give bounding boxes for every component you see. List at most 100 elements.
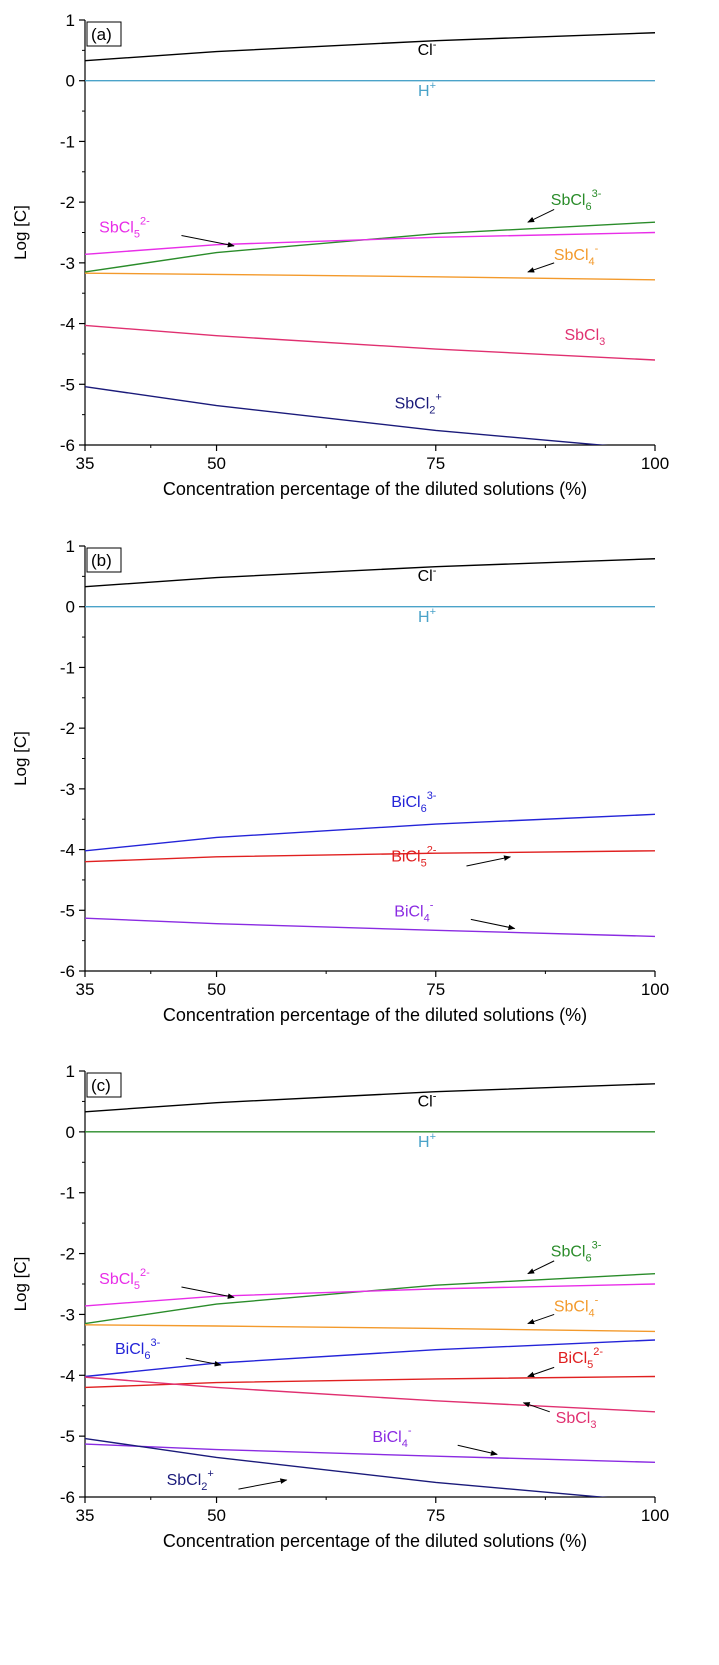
label-subscript: 5	[421, 858, 427, 870]
label-arrow	[527, 1366, 555, 1378]
series-label: SbCl4-	[554, 243, 599, 268]
label-superscript: -	[430, 899, 434, 911]
x-tick-label: 100	[641, 1506, 669, 1525]
panel-label: (c)	[91, 1076, 111, 1095]
x-tick-label: 100	[641, 454, 669, 473]
series-line	[85, 32, 655, 62]
x-tick-label: 75	[426, 1506, 445, 1525]
series-line	[85, 272, 655, 281]
label-arrow	[527, 1313, 555, 1325]
label-superscript: 3-	[592, 188, 602, 200]
panel-label-box	[86, 1072, 122, 1098]
label-superscript: -	[433, 1090, 437, 1102]
x-tick-label: 35	[76, 454, 95, 473]
label-subscript: 2	[429, 405, 435, 417]
label-superscript: +	[430, 80, 436, 92]
label-superscript: +	[435, 392, 441, 404]
y-tick-label: 0	[66, 1123, 75, 1142]
x-tick-label: 75	[426, 454, 445, 473]
label-subscript: 2	[201, 1481, 207, 1493]
label-superscript: 3-	[150, 1337, 160, 1349]
series-label: SbCl3	[564, 327, 605, 348]
y-tick-label: -3	[60, 780, 75, 799]
series-line	[85, 558, 655, 588]
label-superscript: 3-	[427, 790, 437, 802]
label-arrow	[527, 1260, 555, 1275]
label-subscript: 3	[590, 1419, 596, 1431]
label-subscript: 4	[402, 1438, 408, 1450]
y-tick-label: -1	[60, 1184, 75, 1203]
y-tick-label: -5	[60, 901, 75, 920]
series-line	[85, 1324, 655, 1333]
series-line	[85, 917, 655, 938]
label-arrow	[238, 1478, 288, 1490]
label-arrow	[527, 208, 555, 223]
series-label: Cl-	[418, 1090, 437, 1110]
y-tick-label: -4	[60, 315, 75, 334]
series-line	[85, 1375, 655, 1389]
series-label: SbCl52-	[99, 1267, 150, 1292]
y-tick-label: -6	[60, 1488, 75, 1507]
x-tick-label: 35	[76, 1506, 95, 1525]
label-subscript: 4	[589, 1307, 595, 1319]
y-tick-label: -3	[60, 1305, 75, 1324]
label-subscript: 6	[144, 1350, 150, 1362]
label-arrow	[457, 1444, 498, 1456]
x-tick-label: 100	[641, 980, 669, 999]
series-label: BiCl52-	[391, 845, 437, 870]
label-arrow	[527, 262, 555, 273]
series-line	[85, 1083, 655, 1113]
series-label: BiCl52-	[558, 1346, 604, 1371]
series-line	[85, 231, 655, 256]
y-axis-label: Log [C]	[11, 731, 30, 786]
series-line	[85, 324, 655, 361]
label-subscript: 4	[589, 256, 595, 268]
series-label: Cl-	[418, 565, 437, 585]
panel-label-box	[86, 547, 122, 573]
series-label: BiCl4-	[394, 899, 433, 924]
label-arrow	[181, 1286, 235, 1299]
label-subscript: 6	[585, 201, 591, 213]
label-subscript: 5	[587, 1359, 593, 1371]
label-superscript: -	[595, 243, 599, 255]
label-subscript: 6	[585, 1253, 591, 1265]
series-line	[85, 1339, 655, 1378]
label-arrow	[185, 1357, 222, 1367]
label-superscript: 2-	[593, 1346, 603, 1358]
y-tick-label: -3	[60, 254, 75, 273]
y-tick-label: -5	[60, 375, 75, 394]
x-axis-label: Concentration percentage of the diluted …	[163, 1531, 587, 1551]
label-superscript: 2-	[427, 845, 437, 857]
y-tick-label: 0	[66, 598, 75, 617]
label-superscript: -	[595, 1294, 599, 1306]
series-label: SbCl63-	[551, 188, 602, 213]
series-label: SbCl52-	[99, 216, 150, 241]
series-line	[85, 1376, 655, 1413]
label-superscript: 2-	[140, 1267, 150, 1279]
y-tick-label: -4	[60, 1366, 75, 1385]
y-tick-label: 1	[66, 537, 75, 556]
series-line	[85, 1272, 655, 1325]
series-label: SbCl63-	[551, 1240, 602, 1265]
y-tick-label: 1	[66, 1062, 75, 1081]
label-superscript: -	[433, 565, 437, 577]
label-subscript: 5	[134, 229, 140, 241]
x-axis-label: Concentration percentage of the diluted …	[163, 1005, 587, 1025]
series-label: H+	[418, 80, 436, 100]
series-label: BiCl63-	[115, 1337, 161, 1362]
series-line	[85, 813, 655, 852]
label-superscript: 3-	[592, 1240, 602, 1252]
series-line	[85, 386, 609, 445]
chart-panel-a: (a) Log [C] Concentration percentage of …	[11, 11, 669, 499]
y-tick-label: -4	[60, 841, 75, 860]
series-line	[85, 1283, 655, 1307]
label-superscript: +	[430, 1131, 436, 1143]
series-label: Cl-	[418, 39, 437, 59]
label-subscript: 3	[599, 336, 605, 348]
y-tick-label: -2	[60, 1245, 75, 1264]
label-subscript: 5	[134, 1280, 140, 1292]
series-label: H+	[418, 1131, 436, 1151]
series-label: SbCl2+	[167, 1468, 214, 1493]
label-superscript: -	[408, 1425, 412, 1437]
y-axis-label: Log [C]	[11, 205, 30, 260]
